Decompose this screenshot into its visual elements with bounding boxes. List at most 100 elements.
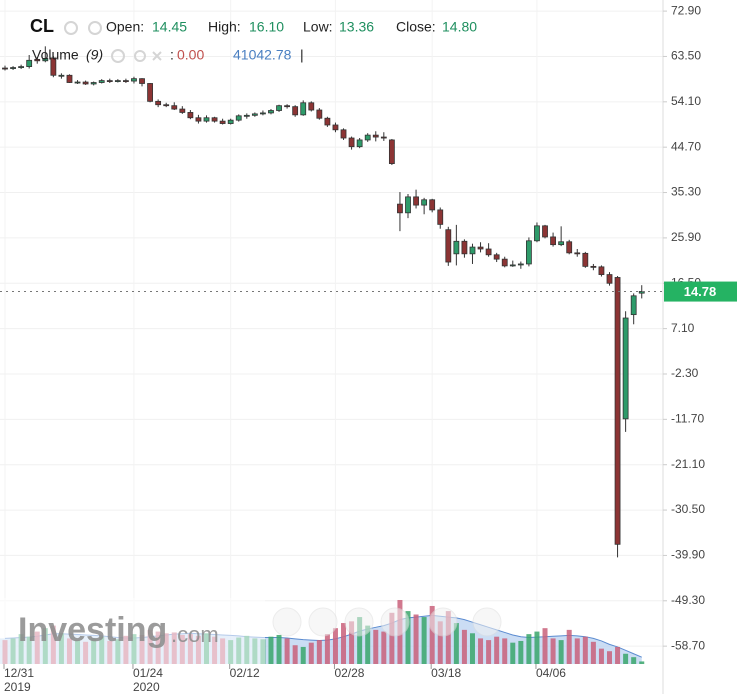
candle-body — [219, 120, 226, 124]
volume-bar — [558, 640, 564, 664]
candle-body — [324, 117, 331, 126]
candle-body — [155, 100, 162, 106]
candle-body — [445, 229, 452, 263]
volume-bar — [268, 636, 274, 664]
candle-body — [235, 115, 242, 121]
navigation-buttons[interactable] — [272, 607, 502, 637]
volume-bar — [469, 633, 475, 664]
volume-bar — [421, 617, 427, 664]
candle-body — [582, 252, 589, 267]
candle-body — [542, 225, 548, 238]
volume-bar — [341, 623, 347, 664]
candle-body — [260, 112, 266, 115]
candle-body — [453, 240, 460, 255]
candle-body — [66, 74, 73, 83]
watermark-brand: Investing — [18, 611, 167, 649]
volume-bar — [292, 645, 298, 664]
nav-button[interactable] — [272, 607, 302, 637]
eye-icon[interactable] — [111, 49, 125, 63]
volume-label: Volume — [32, 47, 79, 63]
candle-body — [388, 139, 395, 164]
volume-bar — [437, 621, 443, 664]
candle-body — [493, 254, 500, 260]
candle-body — [364, 134, 371, 141]
candle-body — [590, 265, 597, 268]
candle-body — [131, 78, 137, 82]
y-tick-label: 44.70 — [671, 139, 701, 153]
volume-bar — [534, 631, 540, 664]
x-tick-label: 02/12 — [230, 666, 260, 680]
candle-body — [308, 102, 315, 111]
volume-bar — [494, 636, 500, 664]
candle-body — [622, 317, 629, 420]
candle-body — [114, 80, 121, 82]
nav-button[interactable] — [472, 607, 502, 637]
axes: 72.9063.5054.1044.7035.3025.9016.507.10-… — [0, 3, 737, 694]
y-tick-label: -30.50 — [671, 502, 705, 516]
open-value: 14.45 — [152, 19, 187, 35]
y-tick-label: 72.90 — [671, 3, 701, 17]
candle-body — [211, 117, 218, 122]
gear-icon[interactable] — [134, 50, 146, 62]
x-tick-label: 02/28 — [334, 666, 364, 680]
symbol: CL — [30, 16, 54, 36]
volume-bar — [623, 653, 629, 664]
volume-value: 0.00 — [177, 47, 204, 63]
volume-bar — [373, 629, 379, 664]
nav-button[interactable] — [344, 607, 374, 637]
close-label: Close: — [396, 19, 436, 35]
volume-bar — [332, 628, 338, 664]
candle-body — [340, 129, 347, 139]
candle-body — [526, 240, 532, 265]
legend: CL Open: 14.45 High: 16.10 Low: 13.36 Cl… — [30, 16, 477, 63]
candle-body — [558, 241, 565, 246]
candle-body — [356, 139, 363, 148]
candle-body — [469, 246, 476, 255]
candle-body — [106, 80, 113, 82]
candle-body — [598, 266, 605, 275]
candle-body — [251, 113, 258, 116]
volume-bar — [582, 636, 588, 664]
candle-body — [372, 134, 379, 138]
candle-body — [630, 295, 637, 316]
candle-body — [74, 81, 81, 84]
candle-body — [574, 252, 581, 255]
candles — [2, 46, 645, 558]
candle-body — [243, 114, 250, 117]
volume-bar — [478, 638, 484, 664]
volume-bar — [639, 661, 645, 664]
gear-icon[interactable] — [88, 21, 102, 35]
eye-icon[interactable] — [64, 21, 78, 35]
volume-bar — [413, 614, 419, 664]
candle-body — [123, 80, 129, 82]
y-tick-label: -2.30 — [671, 366, 699, 380]
nav-button[interactable] — [308, 607, 338, 637]
volume-bar — [590, 641, 596, 664]
candle-body — [421, 199, 428, 206]
high-value: 16.10 — [249, 19, 284, 35]
volume-bar — [357, 617, 363, 664]
watermark-suffix: .com — [171, 622, 219, 647]
low-value: 13.36 — [339, 19, 374, 35]
candle-body — [276, 105, 282, 111]
x-tick-label: 01/24 — [133, 666, 163, 680]
volume-bar — [615, 646, 621, 664]
volume-bar — [510, 642, 516, 664]
volume-bar — [276, 634, 282, 664]
candle-body — [147, 83, 153, 102]
candle-body — [292, 106, 299, 116]
volume-bar — [284, 638, 290, 664]
y-tick-label: -49.30 — [671, 593, 705, 607]
nav-button[interactable] — [428, 607, 458, 637]
close-icon[interactable] — [152, 51, 162, 61]
nav-button[interactable] — [380, 607, 410, 637]
candle-body — [300, 102, 307, 116]
y-tick-label: 35.30 — [671, 185, 701, 199]
y-tick-label: -21.10 — [671, 457, 705, 471]
candle-body — [26, 59, 33, 67]
candle-body — [50, 57, 57, 76]
candle-body — [98, 80, 105, 83]
volume-bar — [300, 646, 306, 664]
candle-body — [163, 104, 170, 107]
